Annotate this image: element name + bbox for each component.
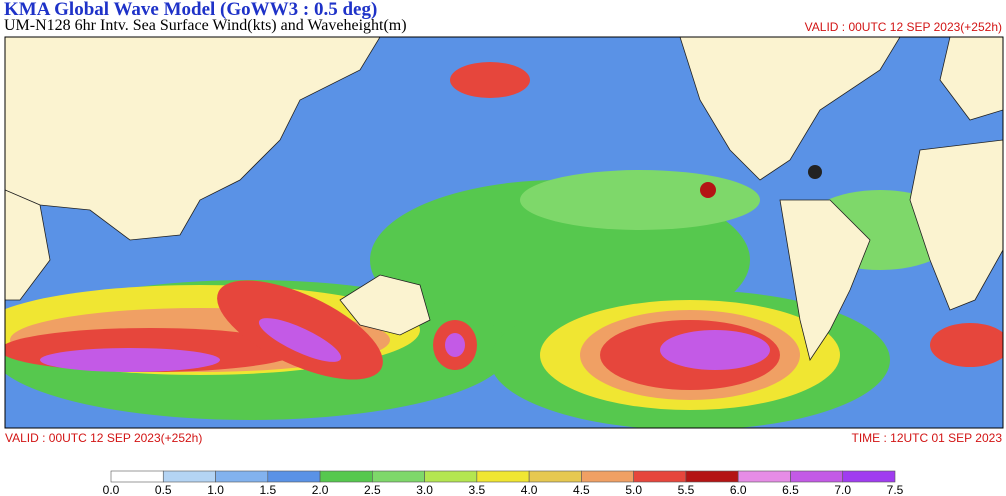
- colorbar-swatch: [267, 470, 321, 483]
- colorbar-swatch: [319, 470, 373, 483]
- colorbar-swatch: [110, 470, 164, 483]
- colorbar-swatch: [790, 470, 844, 483]
- colorbar-swatch: [842, 470, 896, 483]
- colorbar-swatch: [215, 470, 269, 483]
- colorbar-swatch: [581, 470, 634, 483]
- colorbar-swatch: [737, 470, 791, 483]
- colorbar-label: 3.0: [416, 483, 433, 496]
- subtitle: UM-N128 6hr Intv. Sea Surface Wind(kts) …: [4, 17, 407, 34]
- colorbar-label: 1.5: [259, 483, 276, 496]
- colorbar-label: 2.0: [312, 483, 329, 496]
- colorbar-label: 4.5: [573, 483, 590, 496]
- colorbar-swatch: [476, 470, 530, 483]
- title: KMA Global Wave Model (GoWW3 : 0.5 deg): [4, 0, 377, 20]
- valid-time-bottom: VALID : 00UTC 12 SEP 2023(+252h): [5, 431, 202, 445]
- colorbar-label: 5.0: [625, 483, 642, 496]
- colorbar-label: 6.5: [782, 483, 799, 496]
- colorbar-swatch: [372, 470, 425, 483]
- map: [4, 36, 1004, 429]
- colorbar-label: 5.5: [678, 483, 695, 496]
- colorbar: 0.0 0.5 1.0 1.5 2.0 2.5 3.0 3.5 4.0 4.5 5.0 5.5 6.0 6…: [103, 470, 904, 496]
- colorbar-label: 2.5: [364, 483, 381, 496]
- colorbar-swatch: [633, 470, 687, 483]
- colorbar-label: 0.5: [155, 483, 172, 496]
- colorbar-label: 0.0: [103, 483, 120, 496]
- colorbar-label: 7.5: [887, 483, 904, 496]
- colorbar-label: 6.0: [730, 483, 747, 496]
- colorbar-swatch: [685, 470, 739, 483]
- colorbar-label: 7.0: [834, 483, 851, 496]
- colorbar-swatch: [162, 470, 216, 483]
- colorbar-label: 1.0: [207, 483, 224, 496]
- colorbar-label: 4.0: [521, 483, 538, 496]
- valid-time-top: VALID : 00UTC 12 SEP 2023(+252h): [805, 20, 1002, 34]
- colorbar-label: 3.5: [469, 483, 486, 496]
- colorbar-swatch: [528, 470, 582, 483]
- analysis-time: TIME : 12UTC 01 SEP 2023: [851, 431, 1002, 445]
- colorbar-swatch: [424, 470, 478, 483]
